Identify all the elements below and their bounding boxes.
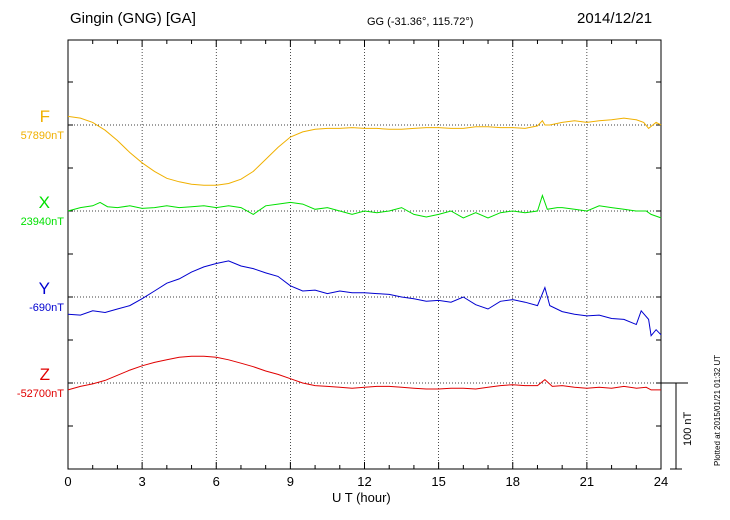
series-line-f bbox=[67, 115, 662, 186]
series-lines bbox=[67, 115, 662, 391]
x-tick-label: 0 bbox=[64, 474, 71, 489]
plot-frame bbox=[67, 39, 662, 470]
station-title: Gingin (GNG) [GA] bbox=[70, 10, 196, 27]
series-line-y bbox=[67, 260, 662, 337]
series-line-x bbox=[67, 193, 662, 219]
chart-date: 2014/12/21 bbox=[577, 10, 653, 27]
x-tick-label: 18 bbox=[506, 474, 520, 489]
series-label-x: X bbox=[38, 193, 50, 212]
x-tick-label: 21 bbox=[580, 474, 594, 489]
station-coordinates: GG (-31.36°, 115.72°) bbox=[367, 16, 474, 28]
x-axis-tick-labels: 0 3 6 9 12 15 18 21 24 bbox=[64, 474, 668, 489]
x-axis-label: U T (hour) bbox=[332, 490, 391, 505]
x-tick-label: 9 bbox=[287, 474, 294, 489]
x-tick-label: 15 bbox=[431, 474, 445, 489]
x-tick-label: 24 bbox=[654, 474, 668, 489]
series-baseline-z: -52700nT bbox=[16, 388, 64, 400]
scale-bar-label: 100 nT bbox=[682, 411, 694, 446]
series-baseline-f: 57890nT bbox=[20, 130, 64, 142]
x-axis-ticks bbox=[67, 40, 662, 469]
x-tick-label: 12 bbox=[357, 474, 371, 489]
grid-lines bbox=[68, 40, 661, 469]
scale-bar bbox=[661, 382, 688, 470]
series-label-y: Y bbox=[38, 279, 50, 298]
series-label-f: F bbox=[39, 107, 50, 126]
series-line-z bbox=[67, 355, 661, 391]
series-baseline-x: 23940nT bbox=[20, 216, 64, 228]
series-label-z: Z bbox=[39, 365, 50, 384]
x-tick-label: 3 bbox=[139, 474, 146, 489]
series-baseline-y: -690nT bbox=[29, 302, 64, 314]
plotted-timestamp: Plotted at 2015/01/21 01:32 UT bbox=[713, 354, 722, 466]
x-tick-label: 6 bbox=[213, 474, 220, 489]
